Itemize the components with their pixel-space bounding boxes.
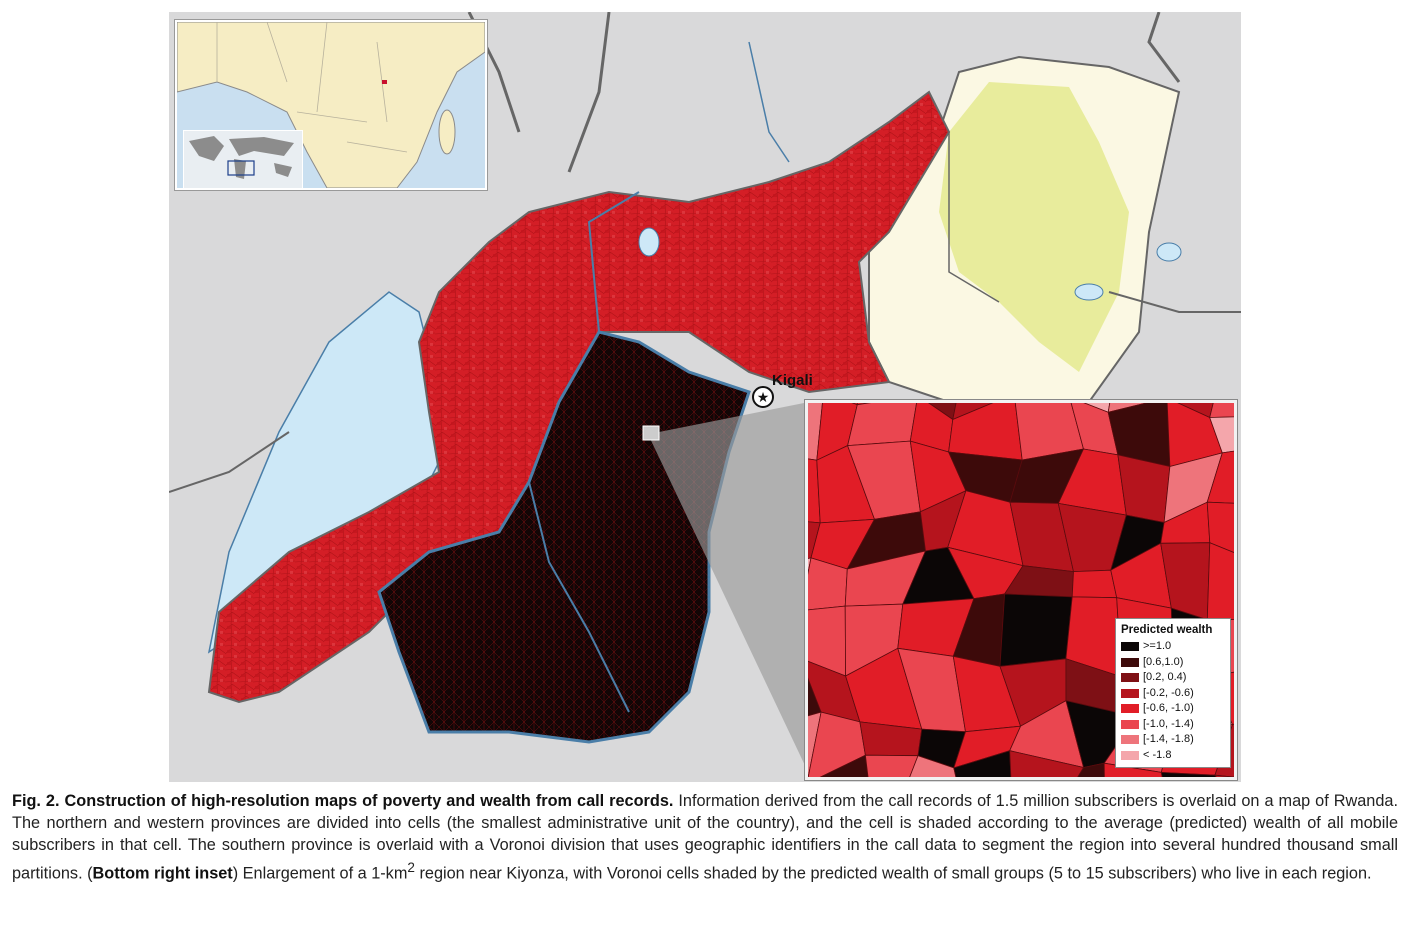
figure: ★ Kigali Predicted wealth >=1.0 [0.6,1.0)… <box>169 12 1241 782</box>
legend-swatch <box>1121 750 1139 760</box>
caption-body-1: Information derived from the call record… <box>12 792 1398 883</box>
lake <box>638 227 660 257</box>
legend-label: [-0.2, -0.6) <box>1143 686 1194 699</box>
legend-swatch <box>1121 657 1139 667</box>
legend-item: [-1.0, -1.4) <box>1121 717 1225 733</box>
caption-body-3: region near Kiyonza, with Voronoi cells … <box>414 864 1372 883</box>
legend-label: [0.6,1.0) <box>1143 655 1184 668</box>
voronoi-cell <box>1214 774 1234 777</box>
river <box>587 191 640 333</box>
legend-label: [-1.0, -1.4) <box>1143 717 1194 730</box>
border <box>169 431 290 493</box>
figure-caption: Fig. 2. Construction of high-resolution … <box>12 790 1398 884</box>
legend-label: [-0.6, -1.0) <box>1143 702 1194 715</box>
rwanda-location-marker <box>382 80 387 84</box>
legend-label: [-1.4, -1.8) <box>1143 733 1194 746</box>
africa-map <box>177 22 485 188</box>
legend-title: Predicted wealth <box>1121 624 1213 636</box>
voronoi-cell <box>1206 450 1234 504</box>
caption-lead: Fig. 2. Construction of high-resolution … <box>12 792 674 810</box>
legend-swatch <box>1121 704 1139 714</box>
zoom-trapezoid <box>647 402 809 774</box>
voronoi-cell <box>1077 762 1105 777</box>
legend-swatch <box>1121 688 1139 698</box>
voronoi-cell <box>1071 569 1118 599</box>
voronoi-cell <box>819 754 869 777</box>
zoom-region-box <box>642 425 660 441</box>
voronoi-cell <box>1160 771 1217 777</box>
legend-swatch <box>1121 642 1139 652</box>
legend-label: < -1.8 <box>1143 748 1172 761</box>
voronoi-cell <box>1209 403 1234 418</box>
locator-inset <box>175 20 487 190</box>
legend-item: [-1.4, -1.8) <box>1121 732 1225 748</box>
city-label-kigali: Kigali <box>772 372 813 389</box>
rwanda-map <box>169 12 1241 774</box>
voronoi-inset <box>805 400 1237 780</box>
voronoi-cell <box>864 754 919 777</box>
voronoi-cell <box>909 755 957 777</box>
legend-item: [0.2, 0.4) <box>1121 670 1225 686</box>
world-inset <box>183 130 303 188</box>
legend-item: < -1.8 <box>1121 748 1225 764</box>
voronoi-cell <box>1206 542 1234 621</box>
border <box>567 12 611 173</box>
legend-swatch <box>1121 673 1139 683</box>
caption-body-2: ) Enlargement of a 1-km <box>232 864 408 883</box>
voronoi-cell <box>1117 454 1171 523</box>
border <box>1147 12 1181 83</box>
legend-swatch <box>1121 719 1139 729</box>
akagera-park <box>939 82 1129 372</box>
legend-item: [0.6,1.0) <box>1121 655 1225 671</box>
world-map <box>189 136 294 179</box>
caption-inset-ref: Bottom right inset <box>92 864 233 883</box>
voronoi-cell <box>847 403 917 447</box>
kigali-star-icon: ★ <box>752 386 774 408</box>
legend-label: >=1.0 <box>1143 640 1172 653</box>
voronoi-cell <box>1209 416 1234 454</box>
caption-superscript: 2 <box>407 859 415 875</box>
voronoi-cell <box>1009 750 1085 777</box>
border <box>1108 291 1241 313</box>
lake <box>1074 283 1104 301</box>
legend-item: [-0.6, -1.0) <box>1121 701 1225 717</box>
river <box>528 481 630 713</box>
voronoi-cell <box>953 750 1012 777</box>
legend: Predicted wealth >=1.0 [0.6,1.0) [0.2, 0.4… <box>1115 618 1231 768</box>
legend-item: [-0.2, -0.6) <box>1121 686 1225 702</box>
legend-item: >=1.0 <box>1121 639 1225 655</box>
voronoi-cells <box>808 403 1234 777</box>
river <box>748 41 790 163</box>
legend-label: [0.2, 0.4) <box>1143 671 1187 684</box>
voronoi-cell <box>999 593 1073 667</box>
africa-frame <box>227 160 255 176</box>
border <box>948 132 1000 303</box>
legend-swatch <box>1121 735 1139 745</box>
lake <box>1156 242 1182 262</box>
voronoi-cell <box>1206 501 1234 553</box>
